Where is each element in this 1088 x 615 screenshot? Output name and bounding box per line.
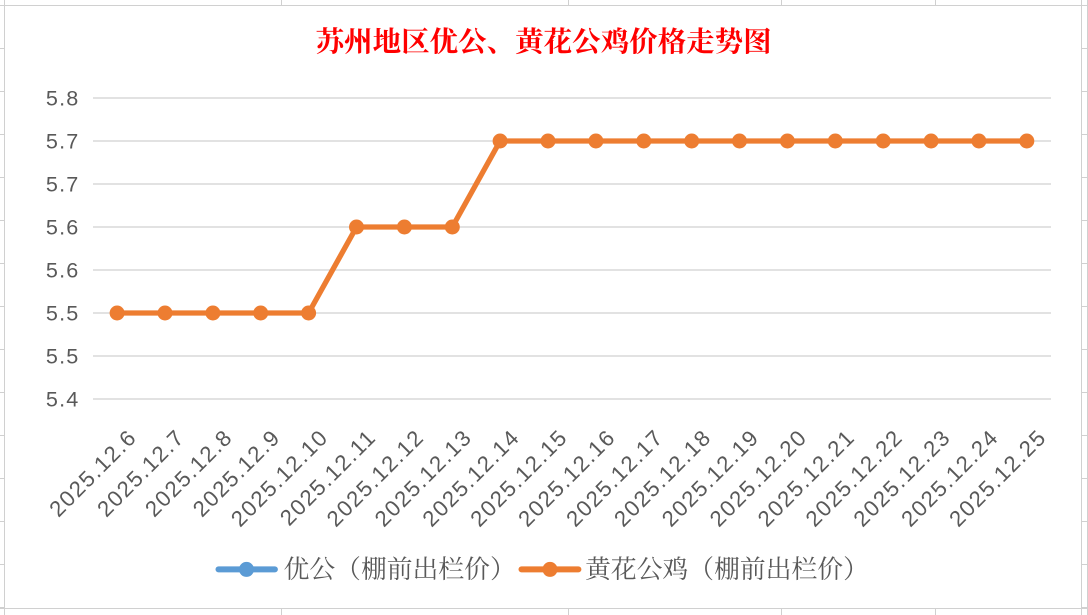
svg-text:5.6: 5.6 <box>46 215 80 240</box>
svg-text:5.7: 5.7 <box>46 172 80 197</box>
svg-text:5.5: 5.5 <box>46 344 80 369</box>
svg-text:5.4: 5.4 <box>46 387 80 412</box>
svg-text:5.5: 5.5 <box>46 301 80 326</box>
svg-text:5.7: 5.7 <box>46 129 80 154</box>
svg-text:5.8: 5.8 <box>46 86 80 111</box>
svg-text:5.6: 5.6 <box>46 258 80 283</box>
